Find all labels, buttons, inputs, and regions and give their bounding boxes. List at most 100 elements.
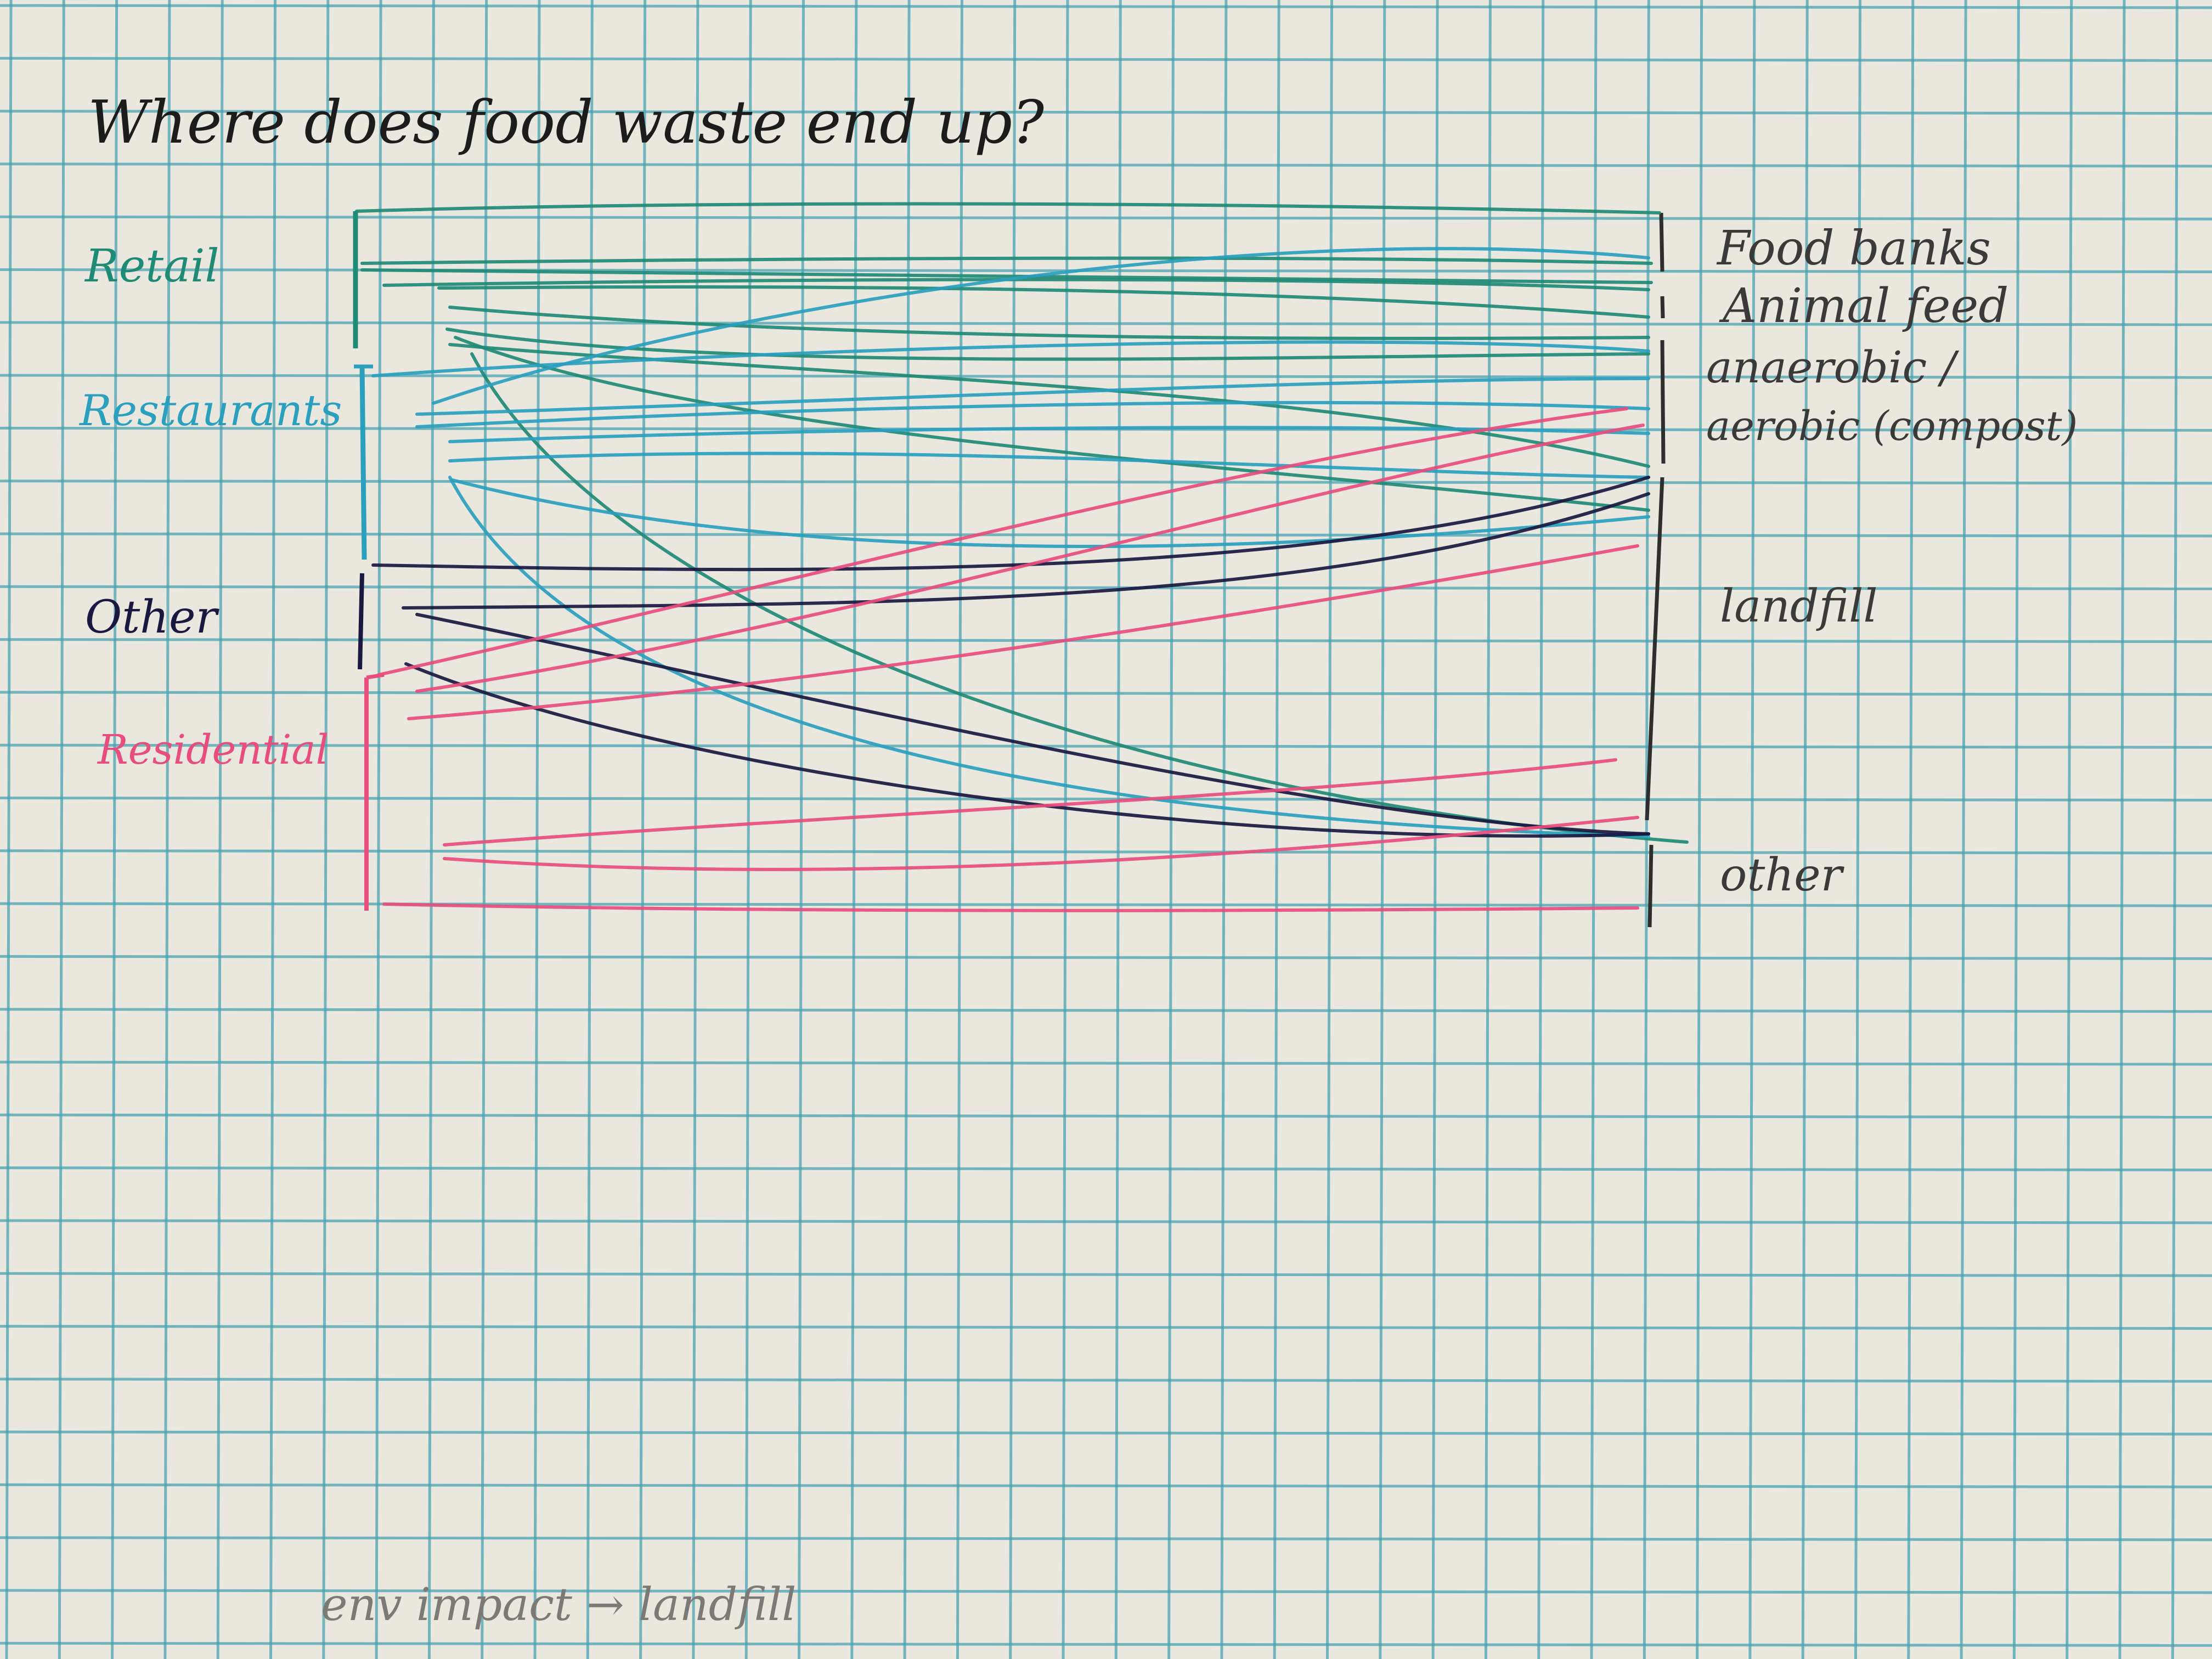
grid-line-vertical [1643,0,1650,1659]
flow-line-retail [448,343,1650,468]
grid-line-horizontal [0,215,2212,221]
destination-label-food-banks: Food banks [1717,221,1991,276]
flow-line-restaurants [415,377,1650,416]
grid-line-horizontal [0,638,2212,644]
flow-line-residential [382,902,1639,912]
destination-label-landfill: landfill [1720,580,1878,633]
grid-line-vertical [481,0,488,1659]
flow-line-retail [445,328,1650,361]
destination-bar-landfill [1645,477,1664,821]
flow-line-residential [443,758,1617,847]
flow-line-restaurants [432,247,1650,405]
grid-line-horizontal [0,4,2212,9]
grid-line-horizontal [0,532,2212,538]
source-label-retail: Retail [85,240,219,292]
destination-label-animal-feed: Animal feed [1723,279,2009,334]
flow-line-retail [437,285,1650,319]
grid-line-horizontal [0,1272,2212,1277]
flow-line-retail [360,268,1653,284]
destination-label-anaerobic: anaerobic / [1706,342,1956,393]
flow-line-residential [377,407,1628,676]
grid-line-horizontal [0,374,2212,379]
flow-line-retail [454,336,1650,512]
grid-line-vertical [1537,0,1545,1659]
source-label-other: Other [85,591,217,644]
grid-line-horizontal [0,1219,2212,1224]
grid-line-vertical [322,0,330,1659]
source-label-residential: Residential [98,726,329,774]
grid-line-horizontal [0,1589,2212,1594]
grid-line-horizontal [0,1483,2212,1488]
grid-line-vertical [1801,0,1809,1659]
grid-line-horizontal [0,1113,2212,1119]
flow-line-other [371,476,1650,572]
grid-line-vertical [1431,0,1439,1659]
flow-line-restaurants [371,340,1650,377]
grid-line-horizontal [0,1378,2212,1383]
grid-line-vertical [58,0,65,1659]
grid-line-vertical [798,0,805,1659]
source-label-restaurants: Restaurants [80,386,342,436]
grid-line-vertical [1748,0,1756,1659]
flow-line-other [415,613,1650,836]
grid-line-vertical [1220,0,1228,1659]
grid-line-horizontal [0,162,2212,168]
grid-line-vertical [1907,0,1915,1659]
grid-line-horizontal [0,1166,2212,1172]
grid-line-vertical [744,0,752,1659]
source-bar-restaurants [359,366,367,560]
source-bar-other [358,573,364,670]
flow-line-other [402,492,1650,610]
grid-line-vertical [586,0,594,1659]
grid-line-horizontal [0,955,2212,960]
flow-line-residential [407,544,1639,720]
flow-line-retail [360,256,1653,265]
destination-bar-other [1647,844,1654,928]
flow-line-restaurants [448,426,1650,443]
grid-line-horizontal [0,1641,2212,1647]
flow-line-residential [443,816,1639,871]
flow-line-restaurants [448,452,1650,479]
grid-line-horizontal [0,479,2212,485]
destination-label-aerobic-compost: aerobic (compost) [1706,403,2078,450]
grid-line-vertical [427,0,435,1659]
flow-line-restaurants [448,476,1650,838]
grid-line-vertical [269,0,276,1659]
grid-line-vertical [2012,0,2020,1659]
grid-line-vertical [692,0,699,1659]
grid-line-horizontal [0,321,2212,326]
grid-line-horizontal [0,585,2212,590]
grid-line-vertical [216,0,224,1659]
grid-line-vertical [1696,0,1703,1659]
grid-line-vertical [850,0,858,1659]
flow-line-retail [470,352,1689,844]
grid-line-horizontal [0,1325,2212,1330]
footnote: env impact → landfill [321,1579,797,1631]
grid-line-vertical [111,0,119,1659]
flow-line-residential [415,424,1645,693]
grid-line-vertical [163,0,171,1659]
grid-line-vertical [533,0,541,1659]
grid-line-horizontal [0,1060,2212,1066]
grid-line-vertical [375,0,382,1659]
grid-line-vertical [1273,0,1280,1659]
flow-line-retail [382,278,1650,291]
grid-line-vertical [1854,0,1861,1659]
flow-line-retail [448,306,1650,340]
destination-label-other: other [1720,849,1842,901]
grid-line-vertical [5,0,13,1659]
destination-bar-compost [1660,340,1666,464]
destination-bar-animal-feed [1660,296,1665,319]
flow-line-restaurants [415,400,1650,428]
flow-line-restaurants [451,478,1650,548]
grid-line-horizontal [0,1430,2212,1436]
flow-line-retail [355,202,1661,215]
diagram-title: Where does food waste end up? [88,88,1045,157]
flow-line-other [404,662,1650,838]
destination-bar-food-banks [1659,212,1664,272]
grid-line-horizontal [0,57,2212,62]
grid-line-vertical [1960,0,1967,1659]
grid-line-horizontal [0,110,2212,115]
